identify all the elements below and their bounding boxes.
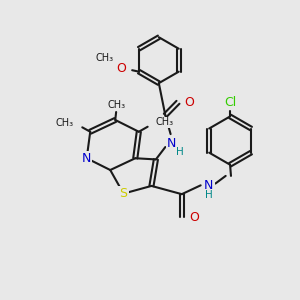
Text: N: N [167, 137, 176, 150]
Text: H: H [205, 190, 213, 200]
Text: CH₃: CH₃ [108, 100, 126, 110]
Text: O: O [184, 96, 194, 109]
Text: H: H [176, 147, 183, 158]
Text: N: N [204, 179, 214, 192]
Text: Cl: Cl [224, 96, 236, 109]
Text: CH₃: CH₃ [56, 118, 74, 128]
Text: CH₃: CH₃ [156, 117, 174, 127]
Text: N: N [82, 152, 92, 165]
Text: S: S [119, 187, 128, 200]
Text: CH₃: CH₃ [95, 53, 113, 63]
Text: O: O [116, 62, 126, 75]
Text: O: O [189, 211, 199, 224]
